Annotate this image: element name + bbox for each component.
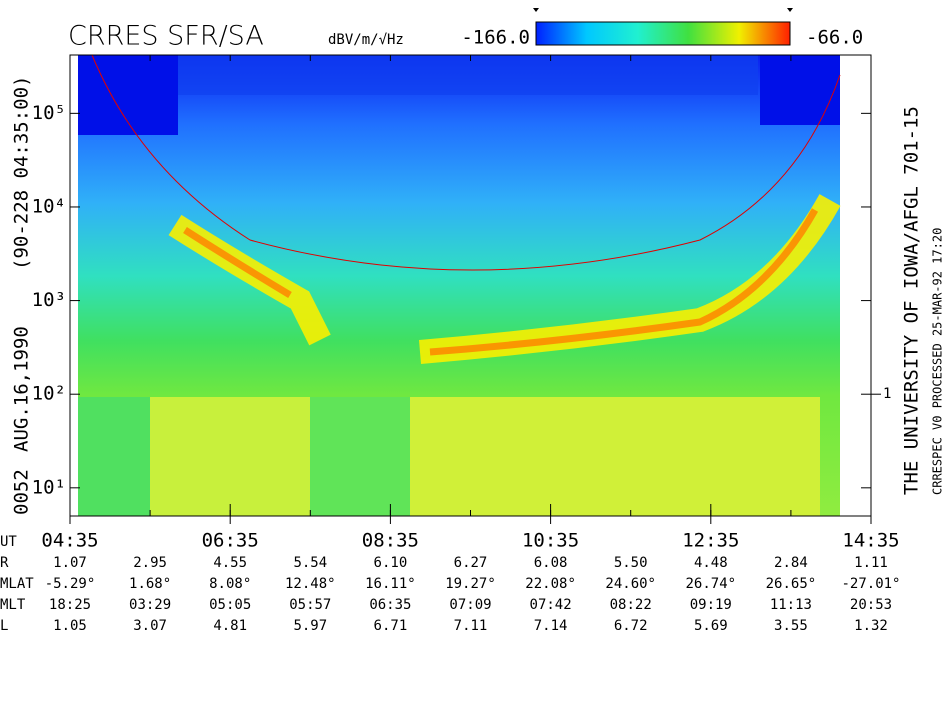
ephemeris-value: 05:57 (289, 597, 331, 613)
ephemeris-value: 5.97 (293, 618, 327, 634)
ephemeris-value: 1.32 (854, 618, 888, 634)
ephemeris-value: 6.10 (374, 555, 408, 571)
ephemeris-value: 18:25 (49, 597, 91, 613)
ephemeris-value: 16.11° (365, 576, 416, 592)
colorbar-pointers (533, 8, 793, 12)
ephemeris-row-label: MLAT (0, 576, 34, 592)
ephemeris-value: 6.08 (534, 555, 568, 571)
y-tick-label: 10² (32, 383, 66, 405)
ephemeris-value: 1.07 (53, 555, 87, 571)
left-text: 0052 (11, 469, 33, 515)
y-tick-label: 10¹ (32, 476, 66, 498)
ephemeris-value: 1.05 (53, 618, 87, 634)
chart-title: CRRES SFR/SA (68, 21, 264, 52)
y-tick-label: 10³ (32, 289, 66, 311)
colorbar-label: dBV/m/√Hz (328, 32, 404, 48)
ephemeris-value: -5.29° (45, 576, 96, 592)
x-tick-label: 06:35 (202, 530, 259, 552)
ephemeris-value: 09:19 (690, 597, 732, 613)
ephemeris-value: 19.27° (445, 576, 496, 592)
x-tick-label: 08:35 (362, 530, 419, 552)
y-tick-label: 10⁵ (32, 102, 66, 124)
ephemeris-value: 6.72 (614, 618, 648, 634)
ephemeris-value: 2.84 (774, 555, 808, 571)
ephemeris-value: 26.65° (766, 576, 817, 592)
ephemeris-value: 5.69 (694, 618, 728, 634)
ephemeris-value: 11:13 (770, 597, 812, 613)
ephemeris-value: -27.01° (841, 576, 900, 592)
ephemeris-value: 6.27 (454, 555, 488, 571)
right-text: THE UNIVERSITY OF IOWA/AFGL 701-15 (901, 106, 923, 495)
ephemeris-value: 05:05 (209, 597, 251, 613)
ephemeris-row-label: R (0, 555, 9, 571)
ephemeris-value: 5.50 (614, 555, 648, 571)
x-tick-label: 04:35 (41, 530, 98, 552)
ephemeris-row-label: L (0, 618, 8, 634)
ephemeris-value: 24.60° (605, 576, 656, 592)
ephemeris-value: 5.54 (293, 555, 327, 571)
ephemeris-value: 22.08° (525, 576, 576, 592)
ephemeris-value: 3.55 (774, 618, 808, 634)
x-tick-label: 12:35 (682, 530, 739, 552)
spectrogram-image (78, 54, 841, 516)
ephemeris-value: 08:22 (610, 597, 652, 613)
ephemeris-value: 07:09 (449, 597, 491, 613)
x-axis-label: UT (0, 534, 17, 550)
colorbar (535, 21, 791, 46)
ephemeris-value: 2.95 (133, 555, 167, 571)
ephemeris-value: 8.08° (209, 576, 251, 592)
ephemeris-value: 12.48° (285, 576, 336, 592)
colorbar-max: -66.0 (806, 27, 863, 49)
ephemeris-value: 1.11 (854, 555, 888, 571)
ephemeris-value: 3.07 (133, 618, 167, 634)
y-tick-label: 10⁴ (32, 195, 66, 217)
ephemeris-value: 4.55 (213, 555, 247, 571)
y2-tick-label: 1 (883, 386, 891, 402)
ephemeris-value: 20:53 (850, 597, 892, 613)
colorbar-min: -166.0 (461, 27, 530, 49)
ephemeris-value: 6.71 (374, 618, 408, 634)
ephemeris-value: 7.14 (534, 618, 568, 634)
ephemeris-row-label: MLT (0, 597, 26, 613)
left-text: (90-228 04:35:00) (11, 76, 33, 270)
left-text: AUG.16,1990 (11, 326, 33, 452)
x-tick-label: 10:35 (522, 530, 579, 552)
ephemeris-value: 03:29 (129, 597, 171, 613)
ephemeris-value: 4.81 (213, 618, 247, 634)
ephemeris-value: 4.48 (694, 555, 728, 571)
ephemeris-value: 26.74° (686, 576, 737, 592)
ephemeris-value: 06:35 (369, 597, 411, 613)
ephemeris-value: 07:42 (530, 597, 572, 613)
ephemeris-value: 1.68° (129, 576, 171, 592)
right-text: CRRESPEC V0 PROCESSED 25-MAR-92 17:20 (931, 228, 945, 495)
ephemeris-value: 7.11 (454, 618, 488, 634)
x-tick-label: 14:35 (842, 530, 899, 552)
